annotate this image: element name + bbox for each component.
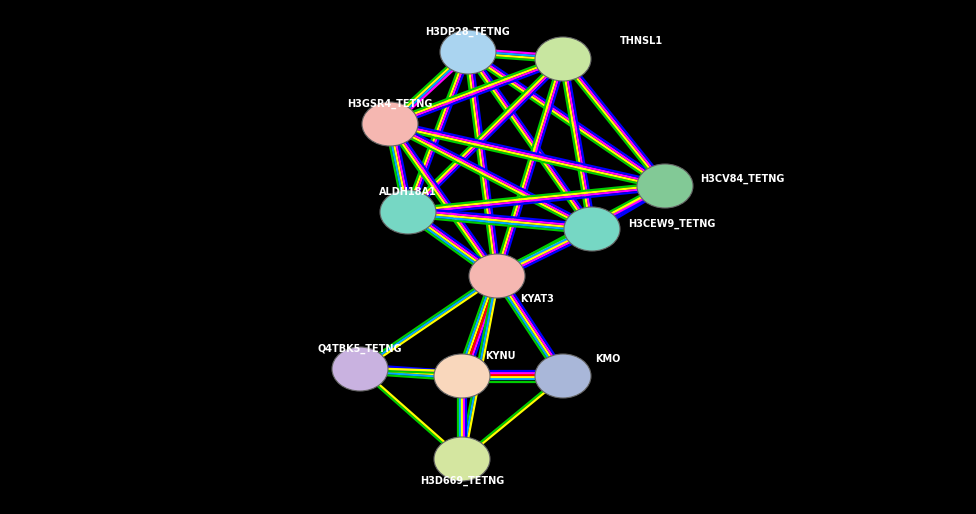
Ellipse shape [535, 37, 591, 81]
Ellipse shape [362, 102, 418, 146]
Text: KYAT3: KYAT3 [520, 294, 553, 304]
Text: H3CEW9_TETNG: H3CEW9_TETNG [628, 219, 715, 229]
Ellipse shape [380, 190, 436, 234]
Ellipse shape [440, 30, 496, 74]
Text: Q4TBK5_TETNG: Q4TBK5_TETNG [318, 344, 402, 354]
Ellipse shape [535, 354, 591, 398]
Text: ALDH18A1: ALDH18A1 [379, 187, 437, 197]
Text: H3DP28_TETNG: H3DP28_TETNG [426, 27, 510, 37]
Text: THNSL1: THNSL1 [620, 36, 663, 46]
Ellipse shape [434, 354, 490, 398]
Text: KMO: KMO [595, 354, 621, 364]
Ellipse shape [564, 207, 620, 251]
Ellipse shape [469, 254, 525, 298]
Ellipse shape [434, 437, 490, 481]
Ellipse shape [637, 164, 693, 208]
Text: H3D669_TETNG: H3D669_TETNG [420, 476, 505, 486]
Text: H3GSR4_TETNG: H3GSR4_TETNG [347, 99, 432, 109]
Ellipse shape [332, 347, 388, 391]
Text: KYNU: KYNU [485, 351, 515, 361]
Text: H3CV84_TETNG: H3CV84_TETNG [700, 174, 785, 184]
